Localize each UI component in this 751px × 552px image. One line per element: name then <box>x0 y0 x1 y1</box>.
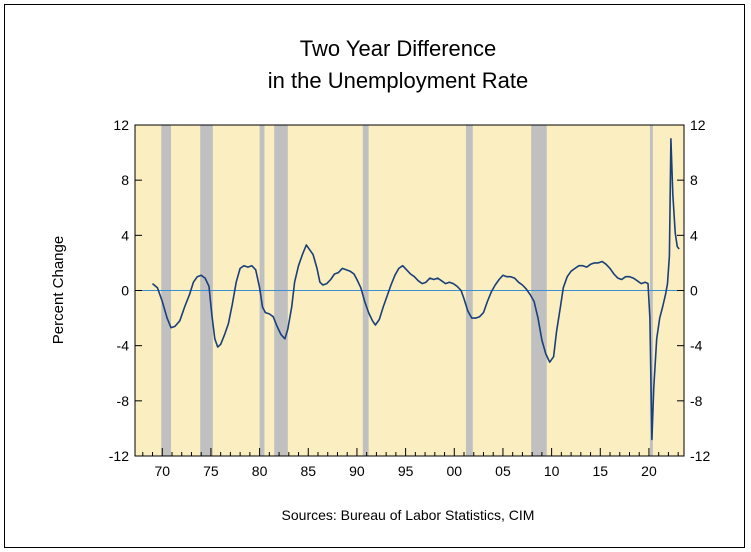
x-tick-label: 00 <box>446 463 462 479</box>
source-note: Sources: Bureau of Labor Statistics, CIM <box>282 507 535 523</box>
y-tick-label-right: 4 <box>690 227 698 243</box>
series-layer <box>151 138 680 441</box>
chart-title-line-2: in the Unemployment Rate <box>268 68 528 93</box>
y-tick-label-left: 4 <box>121 227 129 243</box>
y-tick-label-left: -8 <box>117 393 130 409</box>
x-tick-label: 90 <box>349 463 365 479</box>
y-tick-label-right: -4 <box>690 338 703 354</box>
x-tick-label: 10 <box>544 463 560 479</box>
x-tick-label: 95 <box>398 463 414 479</box>
y-tick-label-right: -8 <box>690 393 703 409</box>
y-tick-label-left: 8 <box>121 172 129 188</box>
x-tick-label: 15 <box>592 463 608 479</box>
y-tick-label-left: -4 <box>117 338 130 354</box>
y-tick-label-right: 8 <box>690 172 698 188</box>
y-tick-label-left: 12 <box>113 117 129 133</box>
x-tick-label: 80 <box>252 463 268 479</box>
y-tick-label-left: 0 <box>121 283 129 299</box>
y-tick-label-right: 12 <box>690 117 706 133</box>
unemployment-diff-line <box>151 138 680 441</box>
chart-title-line-1: Two Year Difference <box>300 36 497 61</box>
x-tick-label: 20 <box>641 463 657 479</box>
y-tick-label-left: -12 <box>109 448 129 464</box>
x-tick-label: 70 <box>154 463 170 479</box>
y-axis-label: Percent Change <box>50 236 67 344</box>
x-tick-label: 75 <box>203 463 219 479</box>
y-tick-label-right: -12 <box>690 448 710 464</box>
x-tick-label: 05 <box>495 463 511 479</box>
y-tick-label-right: 0 <box>690 283 698 299</box>
x-tick-label: 85 <box>300 463 316 479</box>
